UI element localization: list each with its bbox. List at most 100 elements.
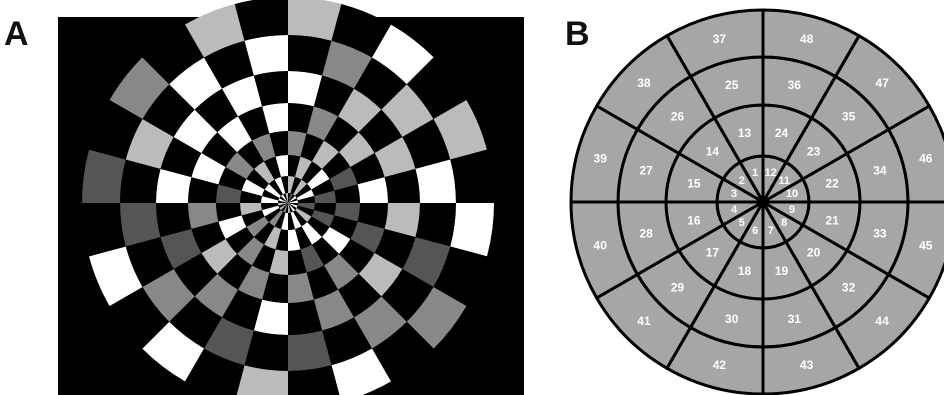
- checker-cell: [240, 190, 262, 203]
- checker-cell: [381, 269, 434, 322]
- checker-cell: [218, 167, 247, 191]
- checker-cell: [222, 289, 263, 331]
- checker-cell: [288, 203, 293, 213]
- segment-number: 28: [639, 226, 653, 240]
- checker-cell: [331, 4, 391, 58]
- checker-cell: [234, 0, 288, 41]
- segment-number: 24: [775, 126, 789, 140]
- checker-cell: [279, 195, 288, 203]
- checker-cell: [185, 4, 245, 58]
- checker-cell: [160, 228, 202, 269]
- checker-cell: [109, 287, 170, 349]
- segment-number: 20: [807, 246, 821, 260]
- segment-number: 40: [594, 239, 608, 253]
- segment-number: 31: [788, 312, 802, 326]
- segment-cell: [761, 326, 861, 395]
- segment-number: 21: [825, 214, 839, 228]
- checker-cell: [301, 161, 322, 184]
- checker-cell: [307, 169, 330, 190]
- checker-cell: [120, 159, 161, 203]
- checker-cell: [338, 239, 375, 274]
- segment-number: 46: [919, 151, 933, 165]
- checker-cell: [288, 176, 295, 194]
- checker-cell: [288, 203, 291, 213]
- checker-cell: [142, 269, 195, 322]
- checker-cell: [406, 57, 467, 119]
- checker-cell: [313, 75, 354, 117]
- checker-cell: [275, 229, 288, 251]
- segment-number: 27: [639, 164, 653, 178]
- checker-cell: [321, 152, 351, 179]
- checker-cell: [384, 203, 420, 238]
- checker-cell: [297, 196, 315, 203]
- checker-cell: [301, 222, 322, 245]
- checker-cell: [142, 321, 204, 382]
- checker-cell: [89, 246, 143, 306]
- checker-cell: [288, 198, 298, 203]
- segment-number: 34: [873, 164, 887, 178]
- checker-cell: [185, 348, 245, 395]
- checker-cell: [261, 189, 280, 201]
- checkerboard-panel: [58, 0, 524, 395]
- checker-cell: [241, 179, 265, 197]
- checker-cell: [237, 140, 264, 170]
- checker-cell: [278, 200, 288, 203]
- checker-cell: [264, 208, 281, 223]
- segment-cell: [834, 34, 931, 131]
- checker-cell: [406, 287, 467, 349]
- segment-number: 5: [739, 217, 745, 229]
- checker-cell: [269, 249, 288, 275]
- checker-cell: [225, 227, 255, 254]
- segment-number: 17: [706, 246, 720, 260]
- checker-cell: [450, 149, 494, 203]
- checker-cell: [82, 203, 126, 257]
- checker-cell: [296, 205, 315, 217]
- checker-cell: [324, 116, 359, 153]
- segment-number: 22: [825, 177, 839, 191]
- checker-cell: [236, 365, 288, 395]
- checker-cell: [173, 253, 218, 297]
- checker-cell: [312, 236, 339, 266]
- checker-cell: [188, 203, 219, 229]
- checker-cell: [254, 222, 275, 245]
- checker-cell: [334, 184, 360, 203]
- segment-number: 3: [731, 188, 737, 200]
- checker-cell: [264, 226, 282, 250]
- checker-cell: [288, 203, 297, 211]
- checker-cell: [331, 348, 391, 395]
- segment-number: 19: [775, 264, 789, 278]
- checker-cell: [253, 71, 288, 107]
- checker-cell: [125, 119, 174, 169]
- segment-number: 47: [875, 76, 889, 90]
- segment-number: 38: [637, 76, 651, 90]
- checker-cell: [261, 205, 280, 217]
- checker-cell: [288, 103, 314, 134]
- checker-cell: [280, 194, 288, 203]
- checker-cell: [322, 317, 372, 366]
- checker-cell: [290, 211, 302, 230]
- checker-cell: [288, 35, 332, 76]
- checker-cell: [160, 137, 202, 178]
- checker-cell: [288, 155, 301, 177]
- segment-number: 33: [873, 226, 887, 240]
- checker-cell: [288, 193, 291, 203]
- segment-number: 35: [842, 109, 856, 123]
- segment-number: 39: [594, 151, 608, 165]
- checker-cell: [217, 253, 252, 290]
- checker-cell: [288, 195, 297, 203]
- segment-number: 13: [738, 126, 752, 140]
- checker-cell: [288, 229, 301, 251]
- checker-cell: [288, 0, 342, 41]
- checker-cell: [372, 321, 434, 382]
- checker-cell: [120, 203, 161, 247]
- segment-number: 18: [738, 264, 752, 278]
- checker-cell: [191, 153, 226, 185]
- checker-cell: [142, 84, 195, 137]
- segment-cell: [887, 104, 944, 204]
- checker-cell: [311, 209, 335, 227]
- checker-cell: [313, 289, 354, 331]
- checker-cell: [268, 179, 283, 196]
- checker-cell: [294, 226, 312, 250]
